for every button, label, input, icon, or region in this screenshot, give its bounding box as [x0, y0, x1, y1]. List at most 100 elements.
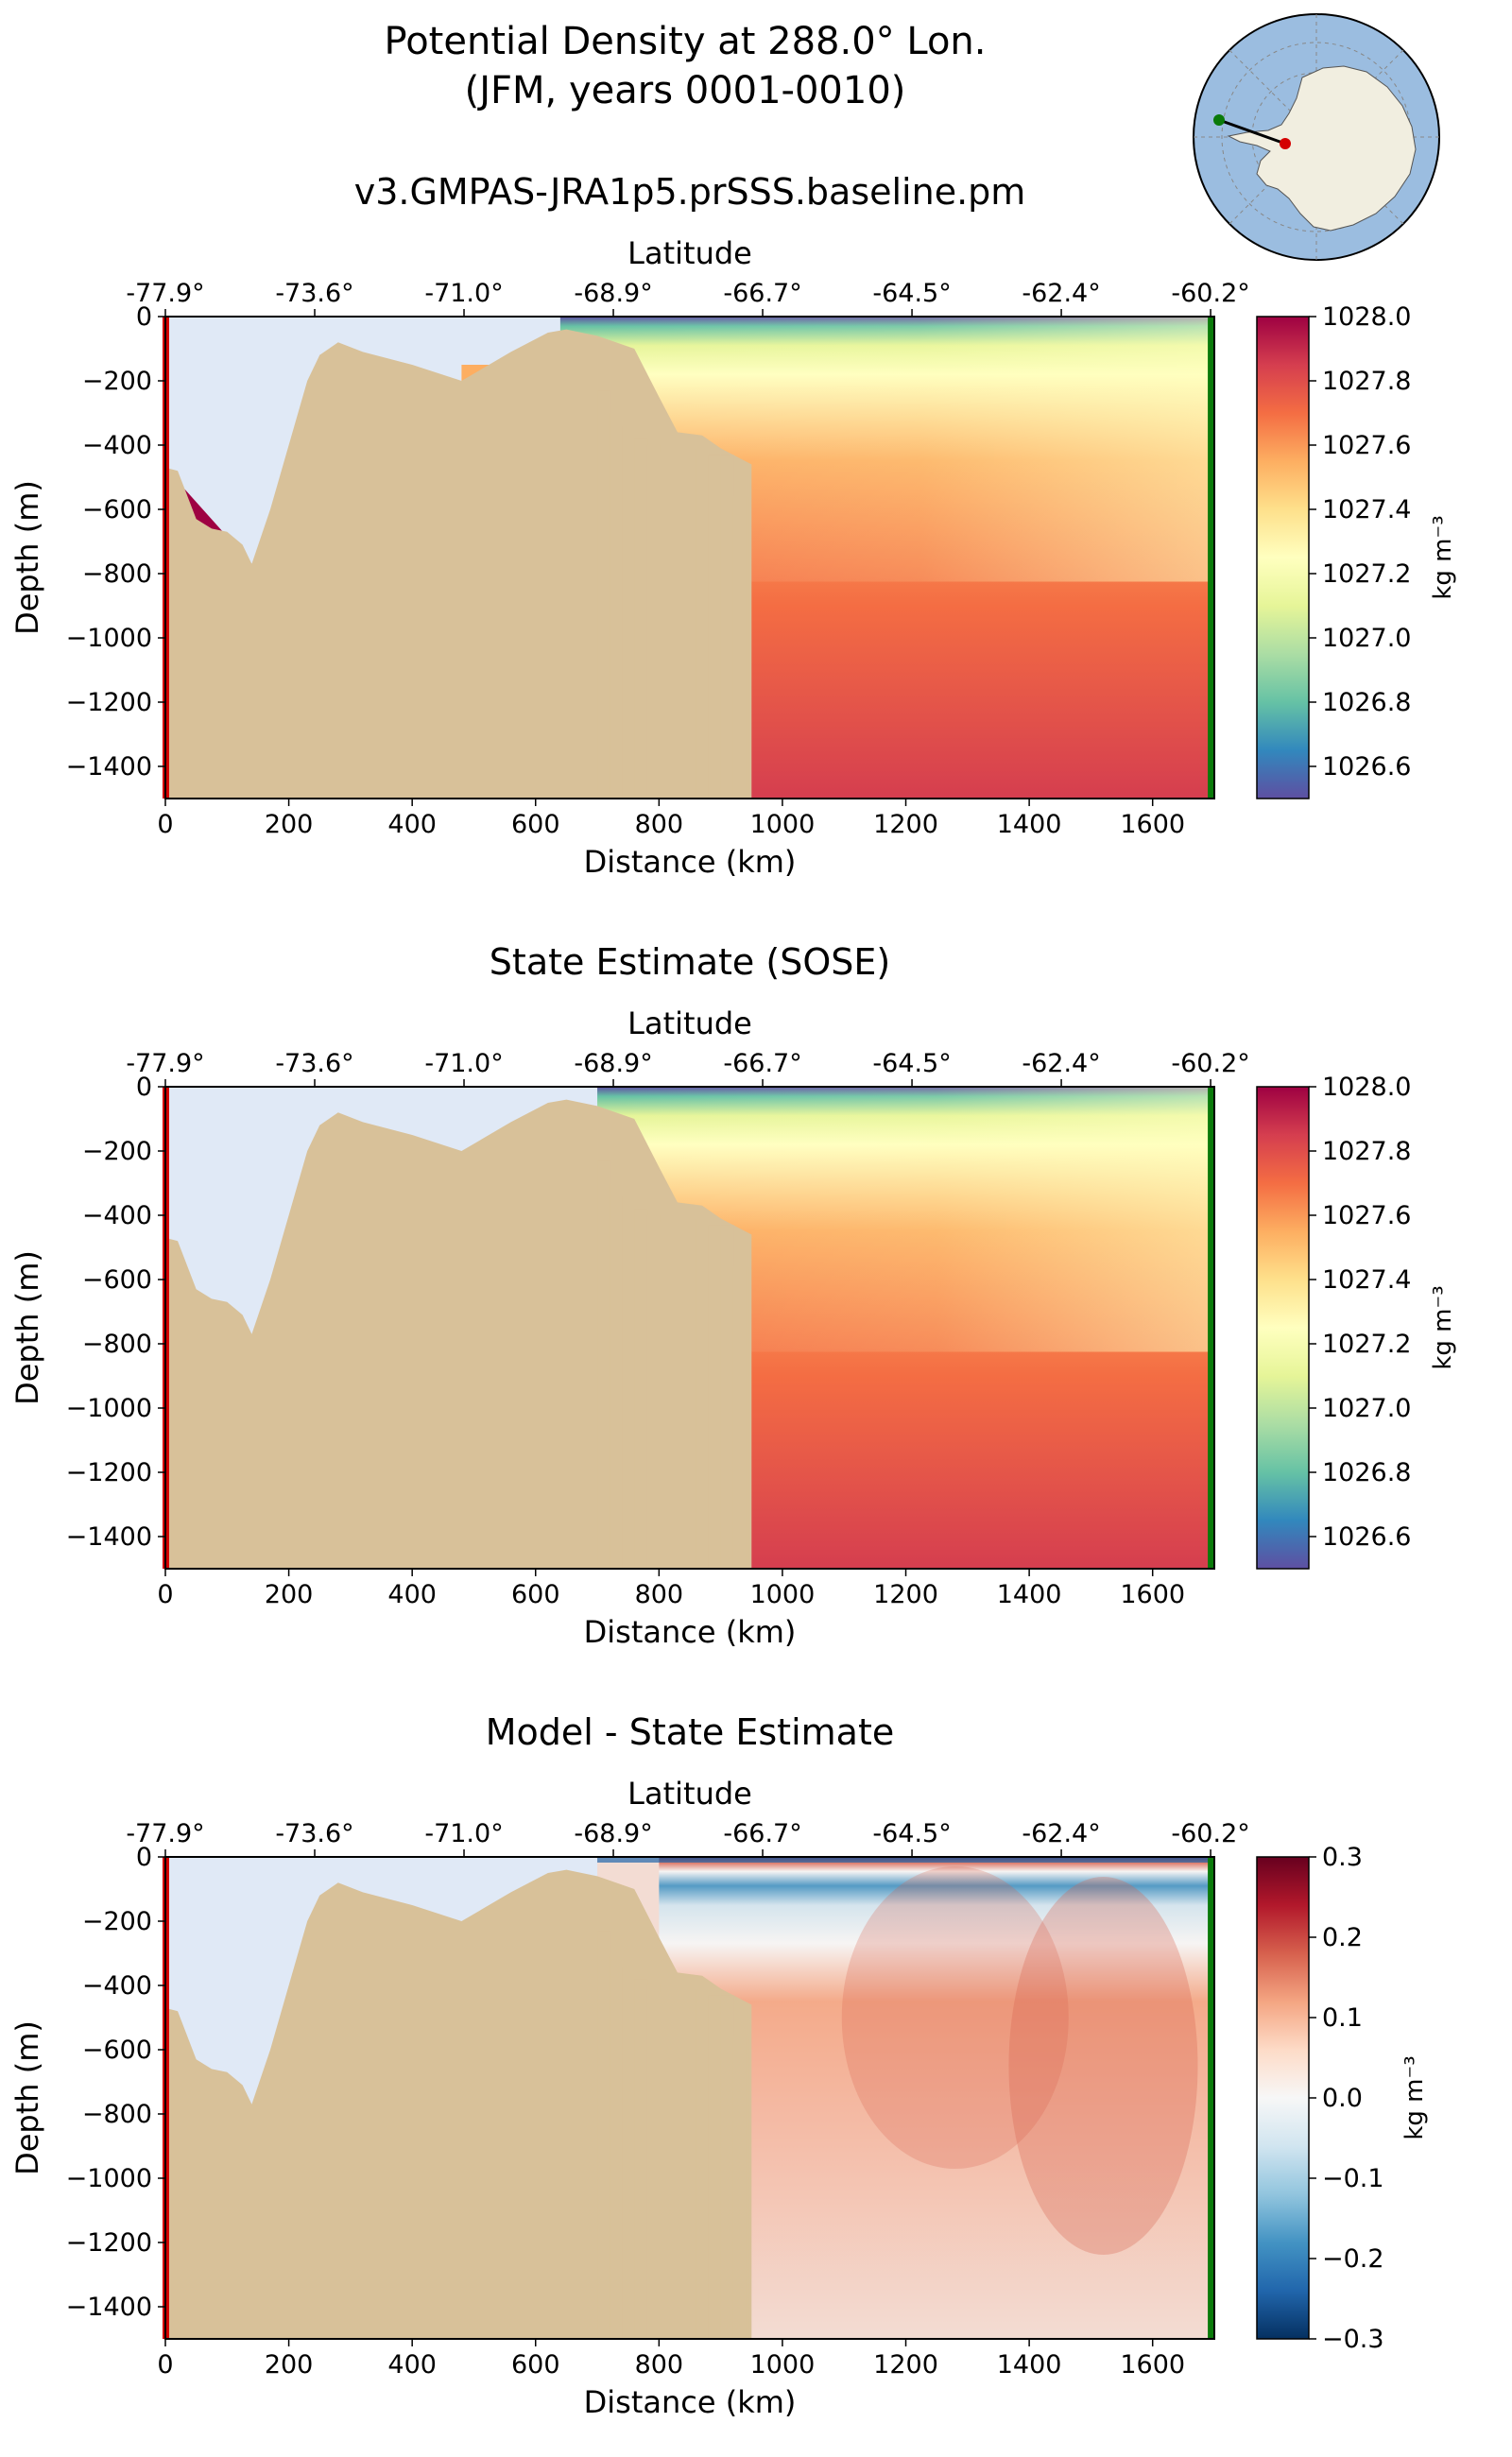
seafloor-step [720, 455, 734, 799]
seafloor-step [622, 1966, 636, 2339]
latitude-tick-label: -73.6° [275, 1819, 353, 1848]
x-tick-label: 1400 [997, 1580, 1062, 1609]
x-tick-label: 800 [635, 1580, 684, 1609]
y-axis-label: Depth (m) [9, 2020, 45, 2175]
y-tick-label: −400 [82, 1201, 152, 1230]
seafloor-step [610, 1183, 624, 1569]
x-axis-label: Distance (km) [584, 844, 797, 880]
panel2: 0 200 400 600 800 1000 1200 1400 1600 Distance (k… [9, 1005, 1457, 1650]
seafloor-step [696, 1988, 710, 2339]
seafloor-step [597, 390, 611, 799]
figure-title-line1: Potential Density at 288.0° Lon. [384, 20, 987, 63]
x-tick-label: 1600 [1120, 1580, 1185, 1609]
panel3: 0 200 400 600 800 1000 1200 1400 1600 Distance (k… [9, 1776, 1429, 2420]
panel1-field [165, 317, 1214, 799]
y-tick-label: 0 [136, 302, 152, 332]
antarctica-locator-map [1193, 13, 1440, 261]
colorbar-tick-label: 1028.0 [1322, 302, 1411, 332]
x-tick-label: 1200 [873, 810, 938, 839]
seafloor-step [683, 451, 697, 799]
x-tick-label: 1200 [873, 2350, 938, 2380]
colorbar-label: kg m⁻³ [1429, 1285, 1457, 1369]
colorbar-tick-label: 0.3 [1322, 1843, 1363, 1872]
x-tick-label: 0 [157, 2350, 173, 2380]
x-tick-label: 200 [265, 1580, 314, 1609]
seafloor-step [683, 1221, 697, 1569]
y-tick-label: −800 [82, 2100, 152, 2129]
y-tick-label: −800 [82, 1330, 152, 1359]
latitude-tick-label: -71.0° [424, 279, 503, 308]
seafloor-slope [748, 1266, 751, 1569]
colorbar [1256, 1856, 1310, 2340]
colorbar-tick-label: −0.2 [1322, 2244, 1384, 2274]
y-tick-label: −1200 [66, 1458, 152, 1487]
y-tick-label: −600 [82, 1265, 152, 1295]
y-tick-label: −200 [82, 367, 152, 396]
panel2-title: State Estimate (SOSE) [489, 941, 891, 983]
seafloor-step [597, 1931, 611, 2339]
latitude-tick-label: -66.7° [723, 1049, 801, 1078]
seafloor-step [646, 445, 661, 799]
colorbar-tick-label: 1027.0 [1322, 1394, 1411, 1423]
latitude-tick-label: -77.9° [126, 279, 204, 308]
y-tick-label: −200 [82, 1907, 152, 1936]
seafloor-step [634, 1209, 648, 1569]
x-tick-label: 200 [265, 2350, 314, 2380]
positive-anomaly [1008, 1877, 1198, 2255]
latitude-tick-label: -73.6° [275, 1049, 353, 1078]
surface-negative-anomaly [597, 1857, 1214, 1863]
colorbar-tick-label: 1027.6 [1322, 1201, 1411, 1230]
y-tick-label: −1200 [66, 2228, 152, 2258]
latitude-tick-label: -68.9° [574, 279, 652, 308]
seafloor-slope [748, 2036, 751, 2339]
latitude-tick-label: -60.2° [1171, 1049, 1249, 1078]
y-axis-label: Depth (m) [9, 480, 45, 635]
seafloor-step [634, 1979, 648, 2339]
x-axis-label: Distance (km) [584, 1614, 797, 1650]
panel3-title: Model - State Estimate [485, 1711, 895, 1753]
y-tick-label: 0 [136, 1843, 152, 1872]
transect-start-marker [1280, 138, 1291, 149]
seafloor-step [671, 451, 685, 799]
y-tick-label: −400 [82, 1971, 152, 2001]
transect-end-bar [1208, 1857, 1215, 2339]
seafloor-step [646, 1215, 661, 1569]
x-tick-label: 400 [387, 1580, 437, 1609]
latitude-tick-label: -73.6° [275, 279, 353, 308]
colorbar-tick-label: 0.1 [1322, 2003, 1363, 2033]
colorbar-tick-label: −0.3 [1322, 2325, 1384, 2354]
colorbar [1256, 316, 1310, 799]
latitude-axis-label: Latitude [627, 1776, 752, 1812]
latitude-tick-label: -66.7° [723, 1819, 801, 1848]
x-tick-label: 0 [157, 810, 173, 839]
latitude-tick-label: -60.2° [1171, 1819, 1249, 1848]
x-axis-label: Distance (km) [584, 2384, 797, 2420]
latitude-tick-label: -68.9° [574, 1819, 652, 1848]
y-tick-label: −1400 [66, 2293, 152, 2322]
x-tick-label: 200 [265, 810, 314, 839]
figure-title-line2: (JFM, years 0001-0010) [464, 69, 906, 112]
latitude-tick-label: -68.9° [574, 1049, 652, 1078]
x-tick-label: 800 [635, 2350, 684, 2380]
seafloor-step [720, 1225, 734, 1569]
latitude-axis-label: Latitude [627, 235, 752, 271]
seafloor-step [610, 1953, 624, 2339]
seafloor-step [659, 451, 673, 799]
x-tick-label: 600 [511, 810, 560, 839]
colorbar-tick-label: 1026.6 [1322, 752, 1411, 782]
seafloor-step [610, 413, 624, 799]
seafloor-step [683, 1991, 697, 2339]
seafloor-step [671, 1221, 685, 1569]
seafloor-step [622, 1195, 636, 1569]
y-tick-label: −600 [82, 495, 152, 524]
seafloor-step [696, 1218, 710, 1569]
latitude-axis-label: Latitude [627, 1005, 752, 1041]
latitude-tick-label: -64.5° [872, 279, 951, 308]
latitude-tick-label: -64.5° [872, 1049, 951, 1078]
y-tick-label: 0 [136, 1073, 152, 1102]
x-tick-label: 400 [387, 810, 437, 839]
x-tick-label: 1400 [997, 810, 1062, 839]
x-tick-label: 600 [511, 2350, 560, 2380]
plot-frame [164, 316, 1215, 799]
plot-frame [164, 1086, 1215, 1570]
